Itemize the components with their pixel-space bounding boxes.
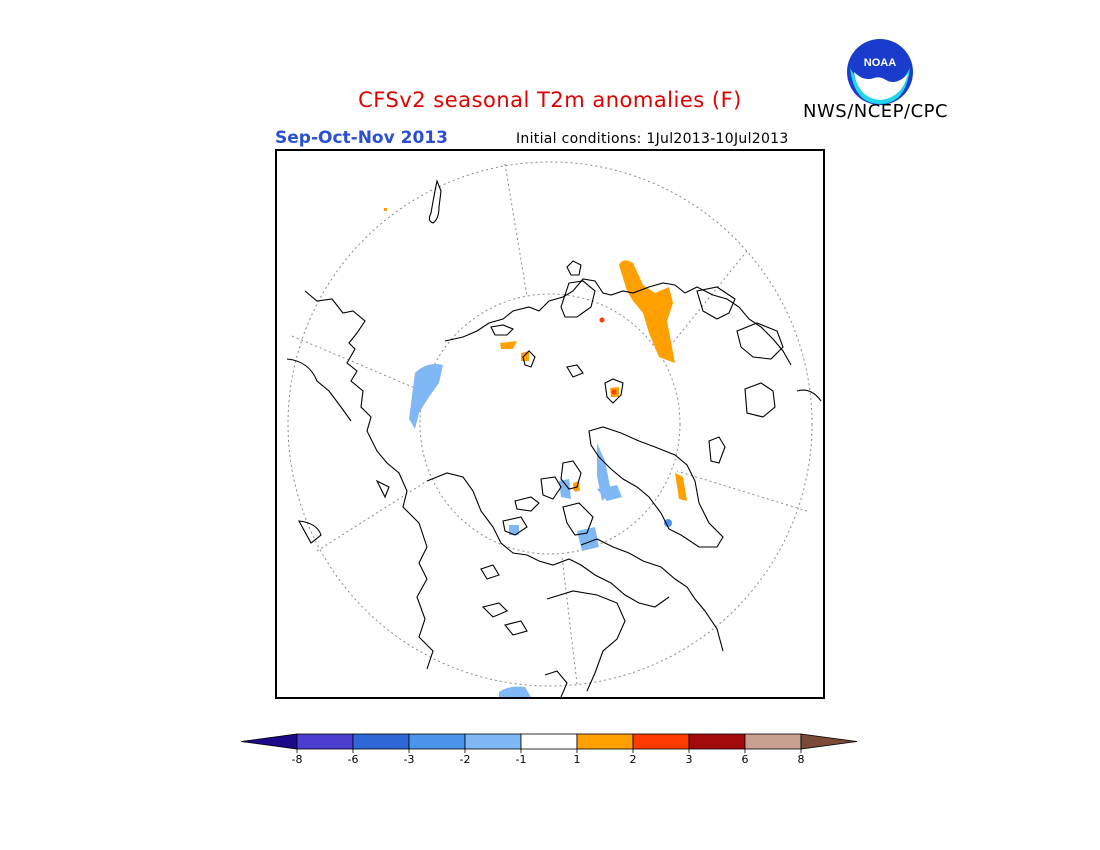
meridian-line (316, 480, 428, 552)
coastline (560, 460, 582, 490)
outer-latitude-circle (287, 161, 813, 687)
coastline (580, 538, 724, 652)
agency-label: NWS/NCEP/CPC (803, 101, 949, 122)
inner-latitude-circle (419, 293, 681, 555)
coastline (304, 290, 434, 670)
coastline (708, 436, 726, 464)
legend-swatch (464, 733, 522, 750)
legend-swatch-high-extreme (800, 733, 858, 750)
coastlines (286, 179, 822, 697)
coastline (566, 364, 584, 378)
meridian-line (504, 163, 528, 297)
legend-tick-label: -3 (404, 753, 415, 766)
coastline (540, 476, 562, 500)
noaa-logo: NOAA (846, 38, 914, 106)
coastline (796, 389, 822, 402)
coastline (504, 620, 528, 636)
coastline (544, 670, 568, 697)
coastline (560, 280, 596, 318)
coastline (480, 564, 500, 580)
coastline (588, 426, 724, 548)
coastline (562, 502, 594, 536)
coastline (502, 516, 528, 536)
colorbar-svg: -8 -6 -3 -2 -1 1 2 3 6 8 (240, 733, 858, 766)
legend-tick-label: -2 (460, 753, 471, 766)
legend-swatch-low-extreme (240, 733, 298, 750)
logo-text: NOAA (864, 57, 896, 69)
coastline (428, 179, 442, 224)
graticule (287, 161, 813, 687)
coastline (604, 378, 624, 404)
coastline (696, 286, 736, 320)
legend-tick-label: 8 (798, 753, 805, 766)
legend-swatch (352, 733, 410, 750)
coastline (298, 520, 322, 544)
cold-anomaly-shading (409, 364, 672, 697)
coastline (375, 479, 390, 499)
season-label: Sep-Oct-Nov 2013 (275, 128, 448, 148)
coastline (522, 350, 536, 368)
legend-tick-label: 6 (742, 753, 749, 766)
color-legend: -8 -6 -3 -2 -1 1 2 3 6 8 (238, 732, 863, 772)
legend-tick-label: -8 (292, 753, 303, 766)
coastline (566, 260, 582, 276)
legend-swatch (296, 733, 354, 750)
coastline (546, 590, 626, 692)
legend-swatch (576, 733, 634, 750)
legend-swatch (408, 733, 466, 750)
coastline (444, 278, 792, 366)
map-frame (275, 149, 825, 699)
legend-tick-label: 1 (574, 753, 581, 766)
polar-map (286, 161, 822, 697)
initial-conditions-label: Initial conditions: 1Jul2013-10Jul2013 (516, 131, 789, 147)
chart-title: CFSv2 seasonal T2m anomalies (F) (358, 88, 742, 112)
coastline (744, 382, 776, 418)
legend-swatch (632, 733, 690, 750)
coastline (514, 496, 540, 512)
legend-swatch (744, 733, 802, 750)
legend-tick-label: -6 (348, 753, 359, 766)
coastline (490, 324, 514, 336)
meridian-line (291, 335, 423, 392)
legend-swatch (520, 733, 578, 750)
coastline (286, 358, 352, 422)
legend-tick-label: -1 (516, 753, 527, 766)
legend-tick-label: 3 (686, 753, 693, 766)
coastline (481, 602, 508, 618)
meridian-line (561, 555, 578, 685)
legend-tick-label: 2 (630, 753, 637, 766)
legend-swatch (688, 733, 746, 750)
coastline (736, 322, 784, 360)
coastline (426, 472, 670, 608)
warm-anomaly-shading (384, 208, 687, 501)
